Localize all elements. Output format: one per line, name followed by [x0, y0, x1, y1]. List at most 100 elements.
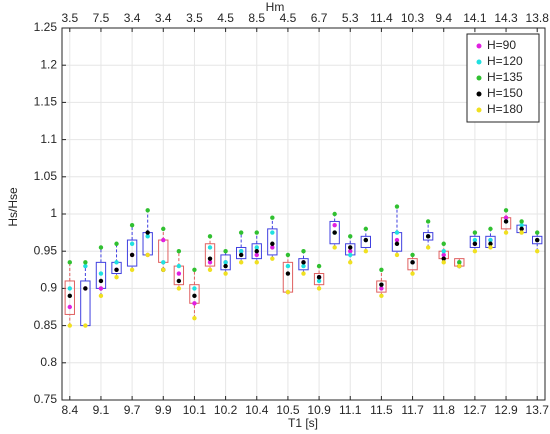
data-point [425, 219, 431, 224]
data-point [223, 249, 228, 254]
data-point [83, 260, 88, 265]
top-tick-label: 13.8 [526, 11, 550, 25]
data-point [348, 260, 353, 265]
data-point [145, 252, 150, 258]
legend-marker [476, 59, 482, 65]
data-point [161, 237, 166, 243]
x-tick-label: 10.5 [276, 403, 300, 417]
data-point [457, 260, 462, 265]
x-tick-label: 10.1 [183, 403, 207, 417]
data-point [316, 286, 322, 291]
data-point [363, 226, 369, 232]
y-tick-label: 1.05 [34, 169, 58, 183]
data-point [176, 278, 182, 284]
top-tick-label: 4.5 [280, 11, 297, 25]
y-tick-label: 0.95 [34, 243, 58, 257]
data-point [348, 234, 353, 239]
data-point [129, 267, 135, 272]
data-point [192, 286, 197, 291]
data-point [379, 267, 384, 272]
data-point [379, 286, 384, 291]
data-point [114, 275, 119, 280]
x-tick-label: 13.7 [526, 403, 550, 417]
data-point [176, 263, 182, 269]
top-tick-label: 3.5 [61, 11, 78, 25]
data-point [363, 249, 369, 254]
data-point [394, 230, 400, 235]
data-point [207, 267, 213, 272]
top-tick-label: 9.4 [435, 11, 452, 25]
y-tick-label: 1 [50, 206, 57, 220]
data-point [316, 263, 322, 269]
data-point [270, 241, 275, 246]
data-point [67, 293, 72, 299]
legend-marker [476, 91, 482, 97]
y-axis-label: Hs/Hse [6, 187, 20, 227]
data-point [519, 230, 524, 235]
data-point [379, 293, 384, 299]
data-point [145, 208, 150, 213]
data-point [301, 260, 306, 265]
data-point [441, 249, 446, 254]
x-tick-label: 11.8 [432, 403, 455, 417]
x-tick-label: 10.9 [307, 403, 331, 417]
top-tick-label: 8.5 [248, 11, 265, 25]
data-point [348, 249, 353, 254]
box [313, 273, 325, 286]
top-tick-label: 7.5 [93, 11, 110, 25]
data-point [129, 222, 135, 228]
data-point [238, 260, 244, 265]
legend-label: H=180 [487, 102, 523, 116]
top-tick-label: 11.4 [370, 11, 393, 25]
data-point [83, 286, 88, 291]
data-point [67, 304, 72, 310]
data-point [535, 249, 540, 254]
data-point [410, 260, 415, 265]
data-point [332, 222, 337, 228]
legend-marker [476, 43, 482, 49]
top-tick-label: 4.5 [217, 11, 234, 25]
x-tick-label: 11.7 [401, 403, 424, 417]
data-point [410, 271, 415, 276]
data-point [472, 237, 478, 243]
data-point [98, 293, 104, 299]
data-point [503, 230, 509, 235]
data-point [161, 260, 166, 265]
y-tick-label: 0.9 [40, 281, 57, 295]
box [407, 258, 418, 271]
legend-marker [476, 107, 482, 113]
box [64, 280, 75, 315]
y-tick-label: 0.75 [34, 392, 58, 406]
x-tick-label: 12.9 [494, 403, 518, 417]
y-tick-label: 1.25 [34, 20, 58, 34]
data-point [254, 260, 259, 265]
x-tick-label: 11.5 [370, 403, 393, 417]
data-point [129, 252, 135, 258]
x-tick-label: 11.1 [339, 403, 362, 417]
data-point [270, 256, 275, 261]
data-point [254, 230, 259, 235]
data-point [114, 260, 119, 265]
data-point [145, 230, 150, 235]
data-point [441, 252, 446, 258]
y-tick-label: 1.15 [34, 95, 58, 109]
data-point [535, 230, 540, 235]
data-point [207, 260, 213, 265]
top-tick-label: 6.7 [311, 11, 328, 25]
data-point [488, 245, 493, 250]
data-point [223, 263, 228, 269]
data-point [425, 234, 431, 239]
data-point [472, 241, 478, 246]
data-point [488, 241, 493, 246]
data-point [285, 252, 291, 258]
y-tick-label: 0.8 [40, 355, 57, 369]
data-point [457, 263, 462, 269]
box [469, 235, 481, 248]
box [422, 232, 434, 241]
data-point [519, 219, 524, 224]
legend-label: H=90 [487, 38, 516, 52]
data-point [301, 249, 306, 254]
legend-label: H=150 [487, 86, 523, 100]
x-tick-label: 9.7 [124, 403, 141, 417]
